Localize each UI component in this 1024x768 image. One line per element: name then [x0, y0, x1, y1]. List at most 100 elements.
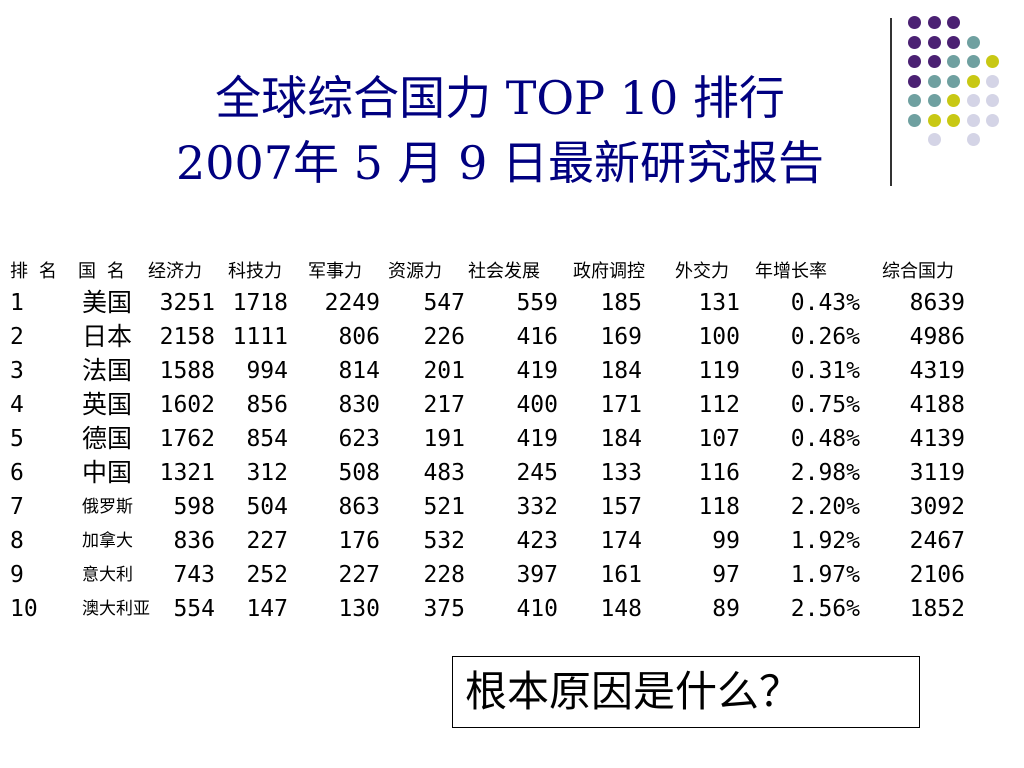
decorative-dot — [928, 75, 941, 88]
decorative-dot — [947, 16, 960, 29]
decorative-dot — [986, 114, 999, 127]
value-cell: 0.26% — [790, 324, 860, 350]
value-cell: 854 — [246, 426, 288, 452]
table-row: 5 德国 1762 854 623 191 419 184 107 0.48% 4139 — [10, 422, 1010, 456]
value-cell: 1588 — [159, 358, 215, 384]
value-cell: 227 — [246, 528, 288, 554]
value-cell: 332 — [516, 494, 558, 520]
value-cell: 171 — [600, 392, 642, 418]
value-cell: 226 — [423, 324, 465, 350]
decorative-dot — [986, 55, 999, 68]
table-row: 4 英国 1602 856 830 217 400 171 112 0.75% 4188 — [10, 388, 1010, 422]
title-line-1: 全球综合国力 TOP 10 排行 — [215, 71, 785, 125]
value-cell: 107 — [698, 426, 740, 452]
value-cell: 410 — [516, 596, 558, 622]
table-row: 9 意大利 743 252 227 228 397 161 97 1.97% 2106 — [10, 558, 1010, 592]
value-cell: 554 — [173, 596, 215, 622]
value-cell: 863 — [338, 494, 380, 520]
value-cell: 217 — [423, 392, 465, 418]
value-cell: 185 — [600, 290, 642, 316]
value-cell: 375 — [423, 596, 465, 622]
value-cell: 806 — [338, 324, 380, 350]
rank-cell: 4 — [10, 392, 24, 418]
value-cell: 89 — [712, 596, 740, 622]
decorative-dot — [908, 114, 921, 127]
value-cell: 2.56% — [790, 596, 860, 622]
column-header: 外交力 — [675, 261, 729, 282]
column-header: 资源力 — [388, 261, 442, 282]
table-row: 7 俄罗斯 598 504 863 521 332 157 118 2.20% 3092 — [10, 490, 1010, 524]
column-header: 政府调控 — [573, 261, 645, 282]
decorative-dot — [908, 75, 921, 88]
country-name: 美国 — [82, 288, 133, 317]
decorative-dot — [967, 75, 980, 88]
rank-cell: 9 — [10, 562, 24, 588]
value-cell: 1111 — [232, 324, 288, 350]
value-cell: 521 — [423, 494, 465, 520]
value-cell: 184 — [600, 426, 642, 452]
country-name: 德国 — [82, 424, 133, 453]
value-cell: 4986 — [909, 324, 965, 350]
country-name: 法国 — [82, 356, 133, 385]
value-cell: 2467 — [909, 528, 965, 554]
value-cell: 116 — [698, 460, 740, 486]
value-cell: 1.97% — [790, 562, 860, 588]
value-cell: 0.48% — [790, 426, 860, 452]
rank-cell: 6 — [10, 460, 24, 486]
decorative-dot — [908, 16, 921, 29]
value-cell: 4139 — [909, 426, 965, 452]
value-cell: 227 — [338, 562, 380, 588]
rank-cell: 3 — [10, 358, 24, 384]
ranking-table: 排 名国 名 经济力 科技力 军事力 资源力 社会发展 政府调控 外交力 年增长率 综合国力 1 美国… — [10, 258, 1010, 626]
table-row: 1 美国 3251 1718 2249 547 559 185 131 0.43% 8639 — [10, 286, 1010, 320]
value-cell: 400 — [516, 392, 558, 418]
rank-cell: 10 — [10, 596, 38, 622]
value-cell: 2158 — [159, 324, 215, 350]
decorative-dot — [947, 36, 960, 49]
value-cell: 483 — [423, 460, 465, 486]
decorative-dot — [928, 114, 941, 127]
value-cell: 133 — [600, 460, 642, 486]
rank-cell: 2 — [10, 324, 24, 350]
value-cell: 157 — [600, 494, 642, 520]
value-cell: 2.98% — [790, 460, 860, 486]
decorative-dot — [967, 133, 980, 146]
value-cell: 97 — [712, 562, 740, 588]
table-row: 10 澳大利亚 554 147 130 375 410 148 89 2.56% 1852 — [10, 592, 1010, 626]
value-cell: 1.92% — [790, 528, 860, 554]
value-cell: 148 — [600, 596, 642, 622]
value-cell: 598 — [173, 494, 215, 520]
value-cell: 228 — [423, 562, 465, 588]
value-cell: 423 — [516, 528, 558, 554]
value-cell: 130 — [338, 596, 380, 622]
value-cell: 245 — [516, 460, 558, 486]
value-cell: 814 — [338, 358, 380, 384]
column-header: 年增长率 — [755, 261, 827, 282]
value-cell: 743 — [173, 562, 215, 588]
column-header: 综合国力 — [882, 261, 954, 282]
rank-cell: 7 — [10, 494, 24, 520]
table-row: 8 加拿大 836 227 176 532 423 174 99 1.92% 2467 — [10, 524, 1010, 558]
value-cell: 252 — [246, 562, 288, 588]
country-name: 意大利 — [82, 565, 133, 585]
column-header: 国 名 — [78, 261, 125, 282]
value-cell: 176 — [338, 528, 380, 554]
value-cell: 3251 — [159, 290, 215, 316]
decorative-dot — [947, 94, 960, 107]
decorative-dot — [908, 94, 921, 107]
decorative-dot — [947, 114, 960, 127]
value-cell: 312 — [246, 460, 288, 486]
value-cell: 2106 — [909, 562, 965, 588]
value-cell: 1321 — [159, 460, 215, 486]
value-cell: 504 — [246, 494, 288, 520]
value-cell: 0.75% — [790, 392, 860, 418]
decorative-dot — [947, 75, 960, 88]
decorative-dot — [947, 55, 960, 68]
value-cell: 174 — [600, 528, 642, 554]
value-cell: 184 — [600, 358, 642, 384]
value-cell: 0.43% — [790, 290, 860, 316]
value-cell: 131 — [698, 290, 740, 316]
table-row: 3 法国 1588 994 814 201 419 184 119 0.31% 4319 — [10, 354, 1010, 388]
rank-cell: 5 — [10, 426, 24, 452]
value-cell: 3092 — [909, 494, 965, 520]
